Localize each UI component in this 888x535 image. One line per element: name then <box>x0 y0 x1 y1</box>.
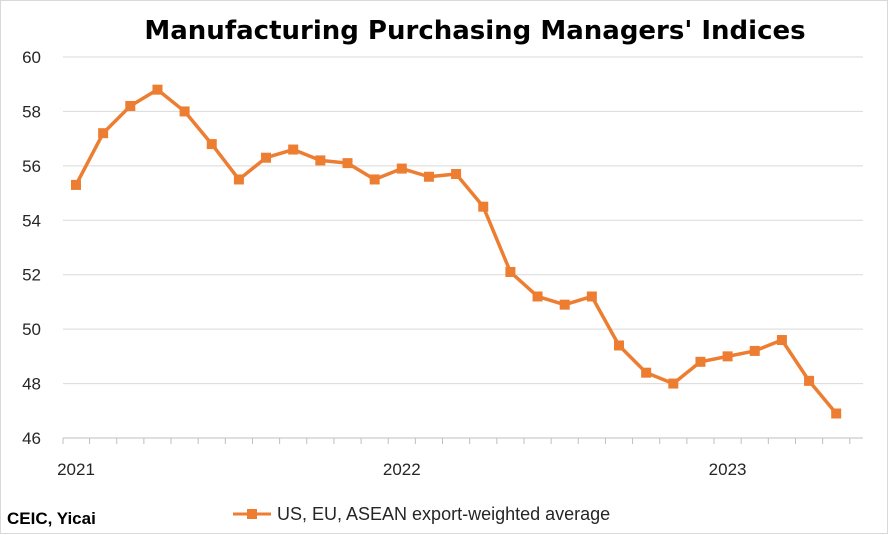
legend: US, EU, ASEAN export-weighted average <box>233 504 610 524</box>
data-point-marker <box>369 174 380 185</box>
data-point-marker <box>831 408 842 419</box>
gridlines <box>63 56 863 385</box>
y-tick-label: 60 <box>22 48 41 67</box>
x-tick-label: 2022 <box>383 460 421 479</box>
data-point-marker <box>396 163 407 174</box>
data-point-marker <box>505 266 516 277</box>
y-axis-tick-labels: 60 58 56 54 52 50 48 46 <box>22 48 41 448</box>
data-point-marker <box>586 291 597 302</box>
data-point-marker <box>342 158 353 169</box>
y-tick-label: 56 <box>22 157 41 176</box>
data-point-marker <box>641 367 652 378</box>
x-tick-label: 2021 <box>57 460 95 479</box>
data-point-marker <box>776 335 787 346</box>
data-point-marker <box>233 174 244 185</box>
data-point-marker <box>722 351 733 362</box>
series-line <box>74 87 838 415</box>
data-point-marker <box>261 152 272 163</box>
y-tick-label: 46 <box>22 429 41 448</box>
series-layer <box>71 84 842 419</box>
data-point-marker <box>71 179 81 190</box>
chart-title: Manufacturing Purchasing Managers' Indic… <box>144 16 805 46</box>
data-point-marker <box>614 340 624 351</box>
data-point-marker <box>98 128 109 139</box>
data-point-marker <box>695 356 706 367</box>
data-point-marker <box>478 201 489 212</box>
y-tick-label: 48 <box>22 375 41 394</box>
source-note: CEIC, Yicai <box>7 509 96 528</box>
data-point-marker <box>451 169 462 180</box>
y-tick-label: 50 <box>22 320 41 339</box>
data-point-marker <box>125 100 136 111</box>
data-point-marker <box>559 299 570 310</box>
data-point-marker <box>315 155 326 166</box>
y-tick-label: 54 <box>22 211 41 230</box>
x-tick-label: 2023 <box>709 460 747 479</box>
data-point-marker <box>749 345 760 356</box>
data-point-marker <box>804 375 815 386</box>
data-point-marker <box>152 84 163 95</box>
data-point-marker <box>206 139 217 150</box>
data-point-marker <box>423 171 434 182</box>
legend-label: US, EU, ASEAN export-weighted average <box>277 504 610 524</box>
data-point-marker <box>288 144 299 155</box>
x-axis: 2021 2022 2023 <box>57 437 863 479</box>
legend-marker-swatch <box>247 509 257 519</box>
data-point-marker <box>532 291 543 302</box>
data-point-marker <box>668 378 679 389</box>
y-tick-label: 52 <box>22 266 41 285</box>
y-tick-label: 58 <box>22 102 41 121</box>
data-point-marker <box>179 106 190 117</box>
